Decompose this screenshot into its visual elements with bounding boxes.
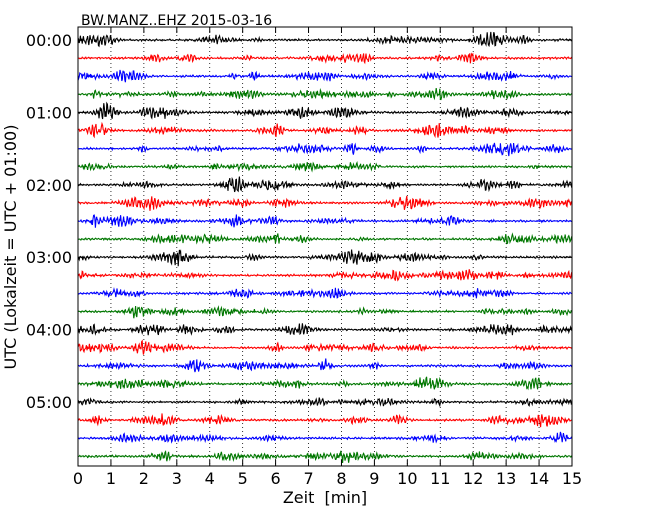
trace-10 (77, 214, 572, 228)
x-tick-label-11: 11 (430, 469, 450, 488)
trace-19 (77, 376, 573, 391)
trace-7 (77, 161, 573, 173)
y-tick-label-2: 02:00 (26, 176, 72, 195)
trace-12 (77, 249, 572, 267)
trace-9 (77, 195, 572, 211)
y-tick-label-4: 04:00 (26, 321, 72, 340)
x-tick-label-7: 7 (303, 469, 313, 488)
trace-4 (77, 101, 573, 120)
y-tick-label-3: 03:00 (26, 248, 72, 267)
y-tick-label-0: 00:00 (26, 31, 72, 50)
y-axis-ticks: 00:00 01:00 02:00 03:00 04:00 05:00 (26, 31, 572, 412)
trace-23 (77, 450, 573, 463)
trace-6 (77, 142, 573, 157)
trace-17 (77, 339, 573, 355)
x-tick-label-5: 5 (238, 469, 248, 488)
x-tick-label-12: 12 (463, 469, 483, 488)
x-tick-label-14: 14 (529, 469, 549, 488)
x-tick-label-4: 4 (205, 469, 215, 488)
plot-frame (77, 26, 573, 467)
trace-15 (77, 305, 572, 319)
x-tick-label-8: 8 (336, 469, 346, 488)
x-axis-ticks: 0 1 2 3 4 5 6 7 8 9 10 11 12 13 14 15 (73, 27, 582, 488)
x-tick-label-15: 15 (562, 469, 582, 488)
trace-2 (77, 69, 572, 83)
x-tick-label-0: 0 (73, 469, 83, 488)
x-tick-label-13: 13 (496, 469, 516, 488)
x-tick-label-2: 2 (139, 469, 149, 488)
x-tick-label-3: 3 (172, 469, 182, 488)
trace-5 (77, 121, 572, 139)
trace-1 (77, 52, 573, 65)
seismic-traces (77, 31, 573, 463)
trace-22 (77, 431, 573, 444)
chart-title: BW.MANZ..EHZ 2015-03-16 (81, 13, 272, 29)
trace-11 (77, 232, 573, 245)
y-tick-label-1: 01:00 (26, 103, 72, 122)
trace-0 (77, 31, 573, 48)
trace-18 (77, 358, 573, 373)
trace-8 (77, 176, 573, 193)
trace-13 (77, 269, 573, 282)
trace-3 (77, 87, 573, 101)
trace-21 (77, 413, 572, 428)
x-tick-label-1: 1 (106, 469, 116, 488)
y-tick-label-5: 05:00 (26, 393, 72, 412)
trace-14 (77, 287, 572, 299)
trace-16 (77, 323, 573, 336)
x-axis-label: Zeit [min] (283, 488, 367, 507)
x-tick-label-6: 6 (271, 469, 281, 488)
x-tick-label-10: 10 (397, 469, 417, 488)
trace-20 (78, 397, 573, 408)
x-tick-label-9: 9 (369, 469, 379, 488)
y-axis-label: UTC (Lokalzeit = UTC + 01:00) (1, 125, 20, 370)
